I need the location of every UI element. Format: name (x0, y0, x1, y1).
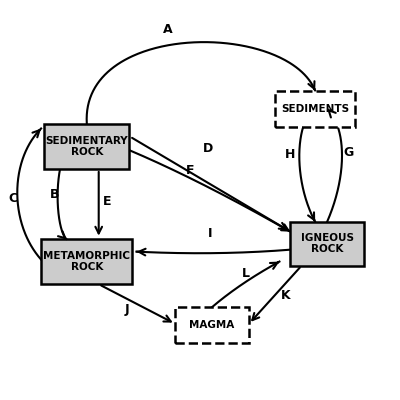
Text: A: A (164, 23, 173, 36)
Text: L: L (242, 267, 250, 280)
Text: SEDIMENTARY
ROCK: SEDIMENTARY ROCK (46, 136, 128, 157)
FancyBboxPatch shape (41, 239, 132, 284)
Text: SEDIMENTS: SEDIMENTS (281, 104, 349, 114)
Text: K: K (280, 289, 290, 302)
Text: C: C (8, 192, 17, 204)
Text: D: D (203, 142, 213, 155)
Text: IGNEOUS
ROCK: IGNEOUS ROCK (301, 233, 354, 254)
Text: I: I (208, 227, 212, 240)
FancyBboxPatch shape (276, 91, 355, 126)
FancyBboxPatch shape (175, 307, 249, 343)
Text: H: H (284, 148, 295, 161)
Text: G: G (344, 146, 354, 159)
Text: METAMORPHIC
ROCK: METAMORPHIC ROCK (43, 251, 130, 272)
Text: J: J (124, 303, 129, 316)
FancyBboxPatch shape (44, 124, 130, 169)
Text: MAGMA: MAGMA (189, 320, 234, 330)
FancyBboxPatch shape (290, 222, 364, 266)
Text: E: E (102, 196, 111, 208)
Text: F: F (186, 164, 194, 177)
Text: B: B (50, 188, 60, 200)
